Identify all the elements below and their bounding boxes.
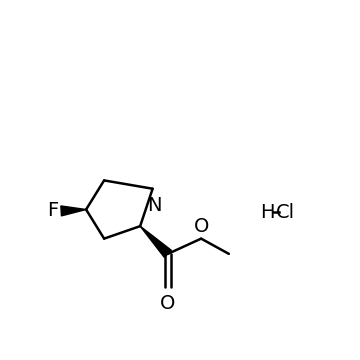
Text: O: O: [193, 217, 209, 237]
Text: N: N: [147, 196, 161, 215]
Text: Cl: Cl: [276, 203, 295, 222]
Text: F: F: [47, 201, 58, 220]
Text: O: O: [160, 294, 176, 313]
Polygon shape: [140, 226, 171, 257]
Polygon shape: [61, 206, 86, 216]
Text: H: H: [260, 203, 275, 222]
